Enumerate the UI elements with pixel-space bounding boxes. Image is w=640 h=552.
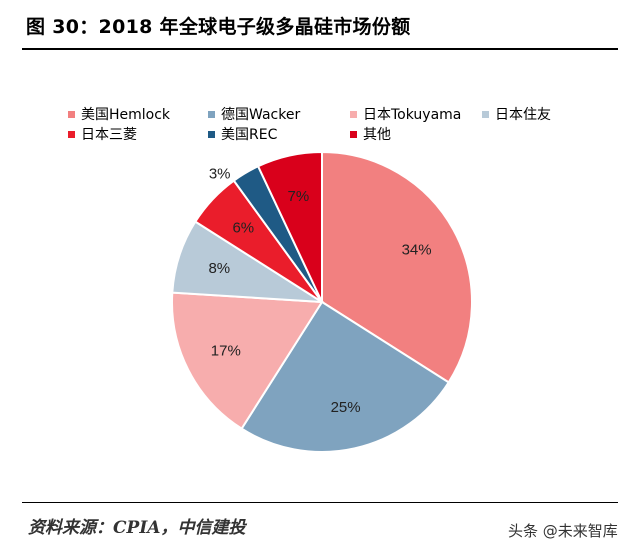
slice-label-hemlock: 34% [402, 242, 432, 259]
slice-label-rec: 3% [209, 165, 231, 182]
title-rule [22, 48, 618, 50]
watermark: 头条 @未来智库 [508, 522, 618, 540]
legend-label: 德国Wacker [221, 107, 301, 123]
source-rule [22, 502, 618, 503]
legend-label: 美国REC [221, 127, 278, 143]
legend-item-wacker: 德国Wacker [208, 104, 300, 124]
pie-slice-tokuyama [171, 291, 324, 431]
legend-swatch [208, 130, 215, 138]
slice-label-mitsubishi: 6% [232, 220, 254, 237]
legend-label: 其他 [363, 127, 391, 143]
legend-label: 日本Tokuyama [363, 107, 462, 123]
legend-swatch [350, 130, 357, 138]
legend-swatch [482, 110, 489, 118]
legend-label: 日本住友 [495, 107, 551, 123]
legend-item-other: 其他 [350, 124, 391, 144]
legend-swatch [350, 110, 357, 118]
slice-label-other: 7% [288, 188, 310, 205]
legend-label: 美国Hemlock [81, 107, 171, 123]
legend-item-rec: 美国REC [208, 124, 277, 144]
legend-label: 日本三菱 [81, 127, 137, 143]
slice-label-tokuyama: 17% [211, 343, 241, 360]
legend-item-hemlock: 美国Hemlock [68, 104, 170, 124]
source-note: 资料来源：CPIA，中信建投 [28, 518, 246, 538]
legend-item-sumitomo: 日本住友 [482, 104, 551, 124]
legend-swatch [208, 110, 215, 118]
legend-swatch [68, 110, 75, 118]
legend-item-mitsubishi: 日本三菱 [68, 124, 137, 144]
legend-swatch [68, 130, 75, 138]
pie-slice-other [256, 150, 323, 303]
slice-label-wacker: 25% [331, 399, 361, 416]
slice-label-sumitomo: 8% [208, 260, 230, 277]
legend-item-tokuyama: 日本Tokuyama [350, 104, 461, 124]
pie-slice-wacker [240, 300, 451, 453]
figure-title: 图 30：2018 年全球电子级多晶硅市场份额 [26, 16, 411, 38]
